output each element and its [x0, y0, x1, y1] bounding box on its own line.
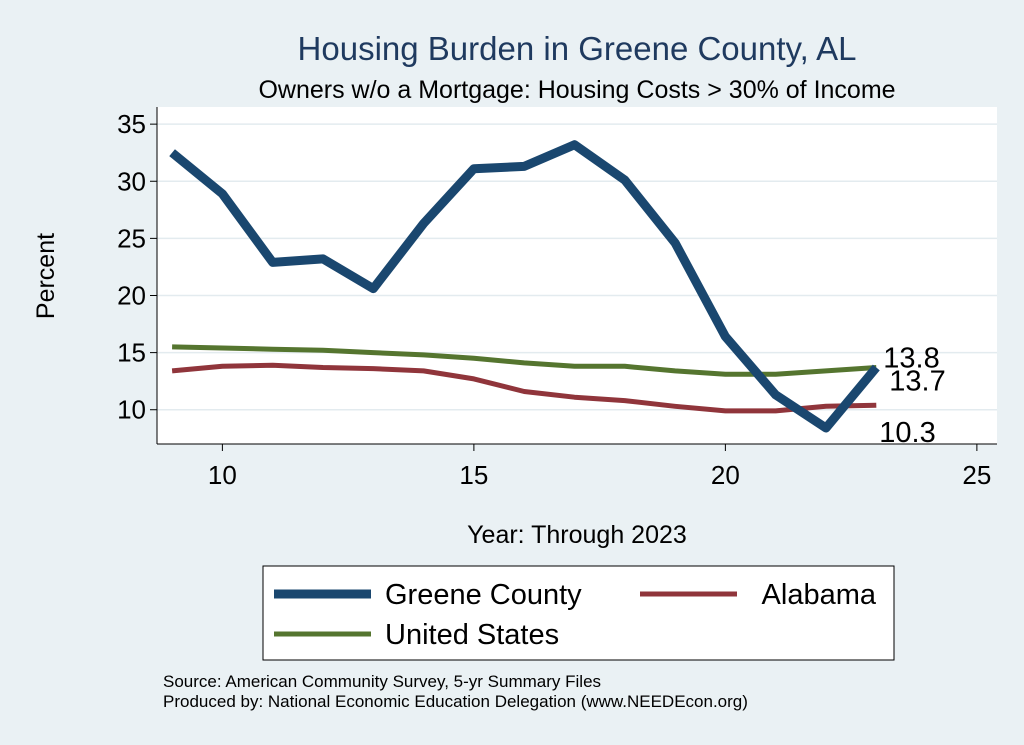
end-labels: 13.7 10.3 13.8	[879, 342, 945, 449]
source-note: Source: American Community Survey, 5-yr …	[163, 672, 601, 691]
end-label-united-states: 13.8	[883, 342, 939, 374]
series	[169, 140, 880, 433]
grid	[157, 123, 997, 411]
end-label-greene-county: 13.7	[889, 365, 945, 397]
produced-by-note: Produced by: National Economic Education…	[163, 692, 748, 711]
legend-label-greene-county: Greene County	[385, 579, 582, 611]
y-tick-label: 25	[117, 223, 146, 253]
end-label-alabama: 10.3	[879, 417, 935, 449]
x-tick-label: 25	[962, 460, 991, 490]
series-line-alabama	[171, 362, 877, 414]
chart-title: Housing Burden in Greene County, AL	[298, 30, 857, 67]
y-tick-label: 10	[117, 395, 146, 425]
y-tick-label: 15	[117, 338, 146, 368]
y-tick-label: 35	[117, 109, 146, 139]
x-tick-label: 10	[208, 460, 237, 490]
y-axis-title: Percent	[32, 233, 60, 319]
chart-subtitle: Owners w/o a Mortgage: Housing Costs > 3…	[258, 76, 895, 104]
legend-label-united-states: United States	[385, 619, 559, 651]
legend: Greene County Alabama United States	[274, 579, 877, 651]
plot-background	[157, 107, 997, 444]
series-line-greene-county	[169, 140, 880, 433]
x-tick-label: 15	[459, 460, 488, 490]
x-axis-title: Year: Through 2023	[467, 521, 687, 549]
y-tick-label: 30	[117, 166, 146, 196]
ticks: 10 15 20 25 30 35 10 15 20 25	[117, 109, 991, 490]
y-tick-label: 20	[117, 280, 146, 310]
x-tick-label: 20	[711, 460, 740, 490]
legend-box	[262, 565, 895, 661]
legend-label-alabama: Alabama	[762, 579, 877, 611]
